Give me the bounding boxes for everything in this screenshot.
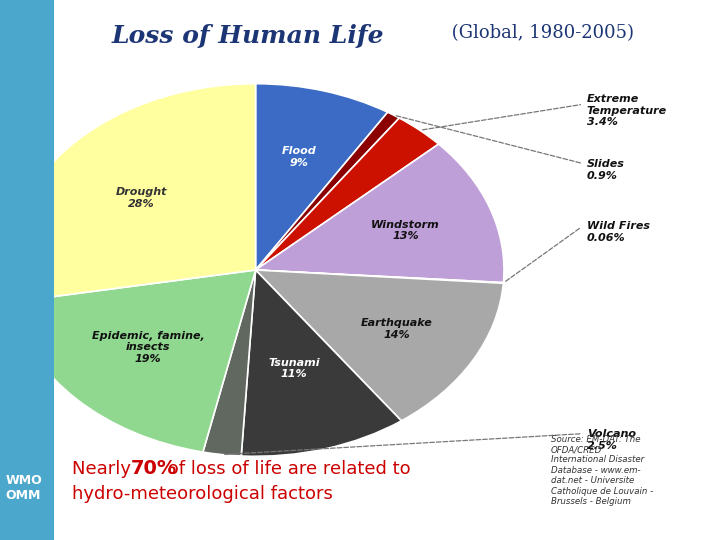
Wedge shape	[256, 270, 503, 421]
Text: (Global, 1980-2005): (Global, 1980-2005)	[446, 24, 634, 42]
Text: Tsunami
11%: Tsunami 11%	[268, 357, 320, 379]
Wedge shape	[256, 144, 504, 282]
Wedge shape	[241, 270, 402, 456]
Text: WMO
OMM: WMO OMM	[6, 474, 42, 502]
Text: Earthquake
14%: Earthquake 14%	[361, 318, 433, 340]
Text: Loss of Human Life: Loss of Human Life	[112, 24, 384, 48]
Text: Extreme
Temperature
3.4%: Extreme Temperature 3.4%	[587, 94, 667, 127]
Text: Source: EM-DAT: The
OFDA/CRED
International Disaster
Database - www.em-
dat.net : Source: EM-DAT: The OFDA/CRED Internatio…	[551, 435, 653, 506]
Wedge shape	[256, 118, 438, 270]
Text: Volcano
2.5%: Volcano 2.5%	[587, 429, 636, 451]
Text: Flood
9%: Flood 9%	[282, 146, 316, 168]
Wedge shape	[256, 112, 400, 270]
Wedge shape	[11, 270, 256, 452]
Text: Windstorm
13%: Windstorm 13%	[372, 220, 440, 241]
Text: hydro-meteorological factors: hydro-meteorological factors	[72, 485, 333, 503]
Wedge shape	[256, 84, 387, 270]
Wedge shape	[7, 84, 256, 302]
Wedge shape	[256, 270, 503, 284]
Text: 70%: 70%	[131, 459, 177, 478]
Text: of loss of life are related to: of loss of life are related to	[162, 460, 410, 478]
Wedge shape	[203, 270, 256, 456]
Text: Wild Fires
0.06%: Wild Fires 0.06%	[587, 221, 649, 243]
Text: Slides
0.9%: Slides 0.9%	[587, 159, 625, 181]
Text: Drought
28%: Drought 28%	[116, 187, 167, 209]
Text: Epidemic, famine,
insects
19%: Epidemic, famine, insects 19%	[91, 331, 204, 364]
Text: Nearly: Nearly	[72, 460, 137, 478]
